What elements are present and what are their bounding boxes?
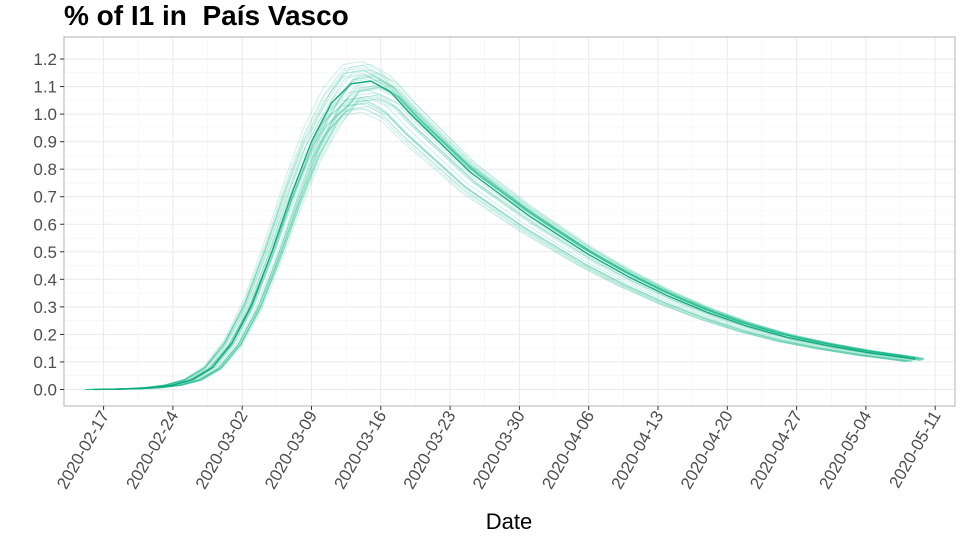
x-tick-label: 2020-05-11: [885, 407, 944, 491]
ensemble-line: [93, 63, 915, 390]
x-tick-label: 2020-02-17: [53, 408, 113, 493]
ensemble-line: [86, 67, 909, 390]
ensemble-line: [86, 69, 908, 390]
y-tick-label: 0.3: [33, 298, 57, 317]
y-tick-label: 0.4: [33, 270, 57, 289]
central-estimate-line: [93, 80, 916, 391]
y-tick-label: 1.2: [33, 50, 57, 69]
ensemble-line: [84, 97, 907, 390]
ensemble-line: [99, 96, 922, 390]
central-line-group: [93, 80, 916, 391]
x-tick-label: 2020-03-02: [192, 408, 252, 493]
x-tick-label: 2020-04-13: [608, 408, 668, 493]
ensemble-line: [85, 111, 907, 390]
x-tick-label: 2020-04-27: [746, 408, 806, 493]
panel-border: [63, 36, 956, 407]
x-tick-label: 2020-03-23: [400, 407, 460, 492]
ensemble-line: [90, 96, 913, 390]
y-axis: 0.0 0.1 0.2 0.3 0.4 0.5 0.6 0.7 0.8 0.9 1.0 1.1 1.2: [33, 50, 64, 399]
ensemble-line: [84, 107, 907, 390]
y-tick-label: 0.5: [33, 243, 57, 262]
x-tick-label: 2020-04-06: [538, 408, 598, 493]
ensemble-line: [100, 84, 923, 390]
ensemble-line: [102, 93, 925, 390]
ensemble-line: [91, 105, 913, 390]
x-tick-label: 2020-03-16: [330, 408, 390, 493]
ensemble-line: [98, 95, 921, 390]
x-axis: 2020-02-17 2020-02-24 2020-03-02 2020-03-09…: [53, 406, 945, 492]
ensemble-line: [101, 88, 924, 390]
y-tick-label: 0.0: [33, 380, 57, 399]
y-tick-label: 1.1: [33, 78, 57, 97]
ensemble-line: [101, 87, 924, 390]
ensemble-line: [85, 64, 908, 390]
ensemble-line: [102, 84, 925, 390]
grid-lines: [64, 37, 955, 406]
ensemble-line: [88, 108, 911, 390]
ensemble-line: [89, 103, 912, 390]
ensemble-line: [89, 102, 912, 390]
ensemble-line: [95, 75, 918, 390]
ensemble-line: [98, 98, 921, 390]
ensemble-line: [88, 99, 911, 390]
x-tick-label: 2020-04-20: [677, 408, 737, 493]
ensemble-line: [102, 86, 925, 390]
y-tick-label: 1.0: [33, 105, 57, 124]
x-tick-label: 2020-05-04: [815, 408, 875, 493]
y-tick-label: 0.1: [33, 353, 57, 372]
ensemble-line: [85, 60, 908, 390]
ensemble-line: [96, 74, 919, 390]
ensemble-line: [102, 86, 925, 390]
ensemble-lines: [84, 60, 925, 390]
x-axis-title: Date: [486, 509, 532, 534]
chart-title: % of I1 in País Vasco: [64, 0, 349, 31]
x-tick-label: 2020-03-30: [469, 408, 529, 493]
y-tick-label: 0.8: [33, 160, 57, 179]
y-tick-label: 0.2: [33, 325, 57, 344]
ensemble-line: [86, 69, 909, 390]
y-tick-label: 0.9: [33, 133, 57, 152]
ensemble-line: [97, 82, 919, 390]
ensemble-line: [102, 79, 924, 390]
x-tick-label: 2020-02-24: [122, 408, 182, 493]
ensemble-line: [101, 72, 924, 390]
ensemble-line: [84, 102, 907, 390]
ensemble-line: [95, 76, 917, 390]
y-tick-label: 0.7: [33, 188, 57, 207]
x-tick-label: 2020-03-09: [261, 408, 321, 493]
ensemble-line: [91, 89, 914, 390]
y-tick-label: 0.6: [33, 215, 57, 234]
